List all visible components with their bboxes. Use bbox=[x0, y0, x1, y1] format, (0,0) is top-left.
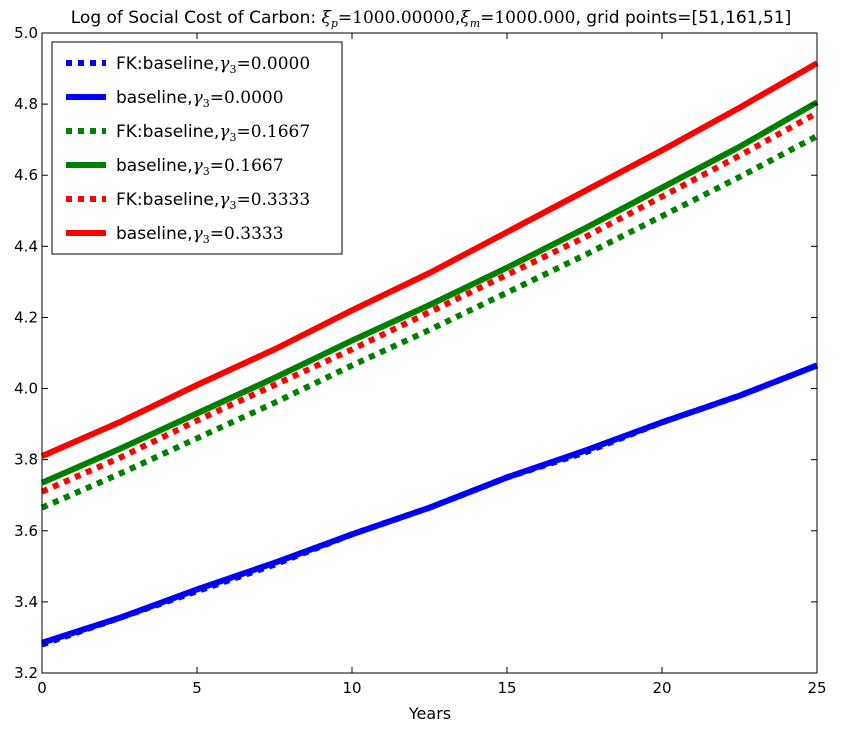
legend-gamma: γ bbox=[219, 122, 230, 142]
legend-gamma-eq: = bbox=[236, 54, 250, 74]
x-tick-label: 0 bbox=[37, 679, 47, 697]
legend-gamma-eq: = bbox=[210, 88, 224, 108]
title-part: m bbox=[470, 17, 480, 30]
x-tick-label: 20 bbox=[652, 679, 671, 697]
legend-label: baseline,γ3=0.0000 bbox=[116, 88, 284, 110]
y-tick-label: 4.4 bbox=[14, 237, 38, 255]
title-part: , grid points=[51,161,51] bbox=[575, 8, 791, 28]
legend-gamma-value: 0.0000 bbox=[251, 54, 310, 74]
legend-gamma-value: 0.0000 bbox=[224, 88, 283, 108]
legend-prefix: baseline, bbox=[116, 224, 193, 244]
y-tick-label: 5.0 bbox=[14, 24, 38, 42]
legend-gamma-sub: 3 bbox=[203, 233, 210, 246]
title-part: Log of Social Cost of Carbon: bbox=[71, 8, 322, 28]
legend-gamma-value: 0.1667 bbox=[224, 156, 283, 176]
legend-gamma-eq: = bbox=[236, 190, 250, 210]
y-tick-label: 4.8 bbox=[14, 95, 38, 113]
legend-gamma-sub: 3 bbox=[203, 97, 210, 110]
legend-gamma-eq: = bbox=[210, 224, 224, 244]
legend-gamma-sub: 3 bbox=[229, 63, 236, 76]
legend-gamma-value: 0.3333 bbox=[251, 190, 310, 210]
legend-prefix: FK:baseline, bbox=[116, 122, 219, 142]
x-tick-label: 15 bbox=[497, 679, 516, 697]
legend-label: FK:baseline,γ3=0.1667 bbox=[116, 122, 310, 144]
legend-label: baseline,γ3=0.1667 bbox=[116, 156, 284, 178]
legend-entry: baseline,γ3=0.1667 bbox=[66, 156, 284, 178]
series-layer bbox=[40, 60, 819, 648]
series-line-5 bbox=[40, 60, 819, 459]
legend: FK:baseline,γ3=0.0000baseline,γ3=0.0000F… bbox=[51, 41, 343, 255]
series-line-0 bbox=[41, 362, 819, 648]
title-part: =1000.000 bbox=[480, 8, 575, 28]
legend-prefix: FK:baseline, bbox=[116, 54, 219, 74]
legend-prefix: FK:baseline, bbox=[116, 190, 219, 210]
title-part: =1000.00000 bbox=[338, 8, 455, 28]
legend-box bbox=[51, 41, 343, 255]
title-part: , bbox=[455, 8, 460, 28]
legend-prefix: baseline, bbox=[116, 88, 193, 108]
y-tick-label: 4.6 bbox=[14, 166, 38, 184]
x-tick-label: 5 bbox=[192, 679, 202, 697]
title-part: ξ bbox=[321, 8, 332, 28]
legend-gamma-sub: 3 bbox=[229, 199, 236, 212]
legend-entry: FK:baseline,γ3=0.0000 bbox=[66, 54, 310, 76]
y-tick-label: 3.4 bbox=[14, 593, 38, 611]
legend-label: baseline,γ3=0.3333 bbox=[116, 224, 284, 246]
plot-border bbox=[41, 32, 818, 674]
legend-gamma: γ bbox=[193, 224, 204, 244]
x-axis-label: Years bbox=[408, 704, 451, 723]
legend-gamma-eq: = bbox=[236, 122, 250, 142]
x-tick-label: 10 bbox=[342, 679, 361, 697]
legend-gamma: γ bbox=[193, 88, 204, 108]
legend-gamma-sub: 3 bbox=[229, 131, 236, 144]
y-tick-label: 3.8 bbox=[14, 451, 38, 469]
legend-entry: baseline,γ3=0.0000 bbox=[66, 88, 284, 110]
legend-entry: baseline,γ3=0.3333 bbox=[66, 224, 284, 246]
legend-entry: FK:baseline,γ3=0.1667 bbox=[66, 122, 310, 144]
title-part: p bbox=[331, 17, 338, 30]
y-tick-label: 4.0 bbox=[14, 380, 38, 398]
y-tick-label: 3.6 bbox=[14, 522, 38, 540]
y-tick-label: 3.2 bbox=[14, 664, 38, 682]
legend-gamma-eq: = bbox=[210, 156, 224, 176]
legend-gamma-value: 0.1667 bbox=[251, 122, 310, 142]
title-part: ξ bbox=[460, 8, 471, 28]
legend-entry: FK:baseline,γ3=0.3333 bbox=[66, 190, 310, 212]
ticks-layer: 0 5 10 15 20 25 3.2 3.4 3.6 3.8 4.0 4.2 4.4 4.6 4.8 5.0 bbox=[14, 24, 826, 697]
series-line-3 bbox=[40, 99, 819, 486]
legend-gamma-sub: 3 bbox=[203, 165, 210, 178]
legend-label: FK:baseline,γ3=0.0000 bbox=[116, 54, 310, 76]
legend-prefix: baseline, bbox=[116, 156, 193, 176]
legend-gamma: γ bbox=[193, 156, 204, 176]
legend-gamma-value: 0.3333 bbox=[224, 224, 283, 244]
chart-title: Log of Social Cost of Carbon: ξp=1000.00… bbox=[71, 8, 791, 30]
legend-label: FK:baseline,γ3=0.3333 bbox=[116, 190, 310, 212]
legend-gamma: γ bbox=[219, 54, 230, 74]
y-tick-label: 4.2 bbox=[14, 308, 38, 326]
legend-gamma: γ bbox=[219, 190, 230, 210]
x-tick-label: 25 bbox=[807, 679, 826, 697]
